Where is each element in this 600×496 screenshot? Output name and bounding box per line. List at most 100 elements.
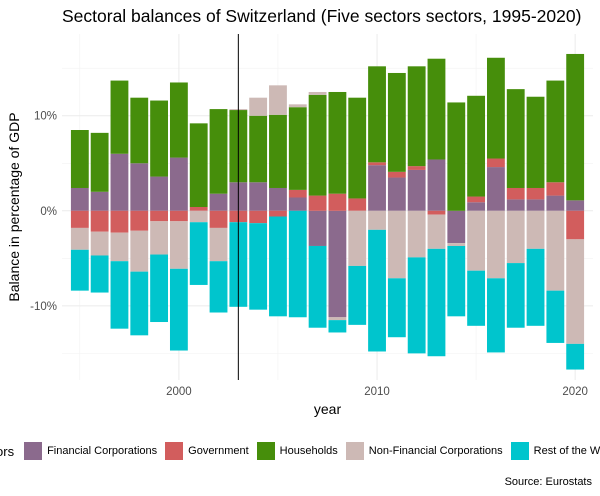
bar-households-2020 [566,53,585,201]
legend-label: Rest of the World [533,445,600,457]
bar-financial-corporations-2005 [269,187,287,211]
bar-households-2001 [189,123,208,207]
bar-households-2007 [308,94,327,196]
bar-financial-corporations-2016 [486,167,505,211]
bar-government-2019 [546,182,565,196]
bar-rest-of-the-world-2001 [189,222,208,285]
bar-financial-corporations-2006 [288,197,307,211]
legend-title: Sectors [0,443,15,459]
y-tick-label: -10% [30,301,57,313]
legend-swatch [256,442,275,460]
bar-rest-of-the-world-2015 [467,270,486,326]
bar-non-financial-corporations-1998 [130,230,149,272]
bar-rest-of-the-world-1999 [150,254,169,323]
bar-financial-corporations-1999 [150,176,169,211]
bar-rest-of-the-world-2004 [249,223,268,310]
bar-households-2008 [328,91,347,194]
bar-non-financial-corporations-2015 [467,210,486,271]
bar-government-2007 [308,195,327,211]
bar-layer [70,53,585,370]
bar-non-financial-corporations-2019 [546,210,565,291]
bar-government-2008 [328,193,347,211]
bar-financial-corporations-2007 [308,210,327,246]
bar-government-2011 [387,171,406,178]
bar-financial-corporations-1996 [90,191,109,211]
bar-non-financial-corporations-1995 [70,227,89,250]
bar-government-2001 [189,207,208,211]
bar-financial-corporations-2018 [526,199,545,211]
legend-item: Non-Financial Corporations [345,442,503,460]
bar-rest-of-the-world-1995 [70,249,89,291]
legend-label: Non-Financial Corporations [368,445,503,457]
legend-label: Financial Corporations [47,445,158,457]
bar-government-1995 [70,210,89,228]
legend-swatch [345,442,364,460]
bar-rest-of-the-world-2016 [486,278,505,353]
axis-layer: 10% 0% -10% 2000 2010 2020 year Balance in perc… [6,111,588,417]
legend-item: Financial Corporations [24,442,157,460]
bar-financial-corporations-2011 [387,177,406,211]
bar-households-1996 [90,132,109,192]
bar-non-financial-corporations-2005 [269,85,287,115]
bar-rest-of-the-world-2013 [427,248,446,357]
bar-non-financial-corporations-2020 [566,239,585,344]
bar-non-financial-corporations-2018 [526,210,545,249]
bar-non-financial-corporations-1996 [90,231,109,256]
bar-financial-corporations-2014 [447,210,466,244]
bar-households-2002 [209,109,228,194]
bar-rest-of-the-world-2010 [368,229,386,352]
bar-rest-of-the-world-2002 [209,261,228,313]
bar-non-financial-corporations-1999 [150,221,169,255]
bar-financial-corporations-2000 [169,157,188,211]
bar-government-2017 [506,187,525,200]
x-tick-label: 2020 [562,386,588,398]
bar-rest-of-the-world-2006 [288,210,307,318]
bar-non-financial-corporations-2011 [387,210,406,279]
bar-non-financial-corporations-2001 [189,210,208,223]
bar-non-financial-corporations-2006 [288,104,307,108]
legend-swatch [165,442,184,460]
bar-financial-corporations-2002 [209,193,228,211]
bar-financial-corporations-2010 [368,165,386,211]
bar-financial-corporations-1997 [110,153,129,211]
bar-rest-of-the-world-2012 [407,257,426,354]
bar-rest-of-the-world-2018 [526,248,545,326]
bar-financial-corporations-2019 [546,195,565,211]
bar-rest-of-the-world-2008 [328,320,347,333]
bar-households-2011 [387,72,406,172]
bar-households-2005 [269,114,287,188]
bar-rest-of-the-world-2020 [566,343,585,370]
bar-financial-corporations-2015 [467,202,486,211]
bar-financial-corporations-2017 [506,199,525,211]
bar-households-1999 [150,100,169,177]
bar-government-2020 [566,210,585,240]
bar-non-financial-corporations-2009 [348,210,367,266]
bar-non-financial-corporations-1997 [110,232,129,262]
bar-government-2000 [169,210,188,222]
y-tick-label: 0% [40,206,57,218]
bar-rest-of-the-world-2005 [269,216,287,317]
bar-financial-corporations-2012 [407,169,426,211]
bar-non-financial-corporations-2017 [506,210,525,264]
bar-government-2015 [467,196,486,203]
bar-households-2009 [348,97,367,199]
bar-government-1996 [90,210,109,232]
legend-item: Rest of the World [510,442,600,460]
bar-rest-of-the-world-1998 [130,271,149,336]
bar-financial-corporations-2004 [249,182,268,211]
bar-financial-corporations-2008 [328,210,347,318]
bar-non-financial-corporations-2014 [447,243,466,246]
legend-label: Government [188,445,249,457]
bar-government-1997 [110,210,129,233]
bar-non-financial-corporations-2012 [407,210,426,258]
bar-financial-corporations-2020 [566,200,585,211]
bar-rest-of-the-world-1996 [90,255,109,293]
bar-households-2004 [249,115,268,183]
bar-households-2000 [169,82,188,158]
bar-government-2018 [526,187,545,200]
bar-government-2006 [288,189,307,198]
bar-non-financial-corporations-2004 [249,97,268,116]
bar-government-2013 [427,210,446,215]
legend-item: Households [256,442,338,460]
